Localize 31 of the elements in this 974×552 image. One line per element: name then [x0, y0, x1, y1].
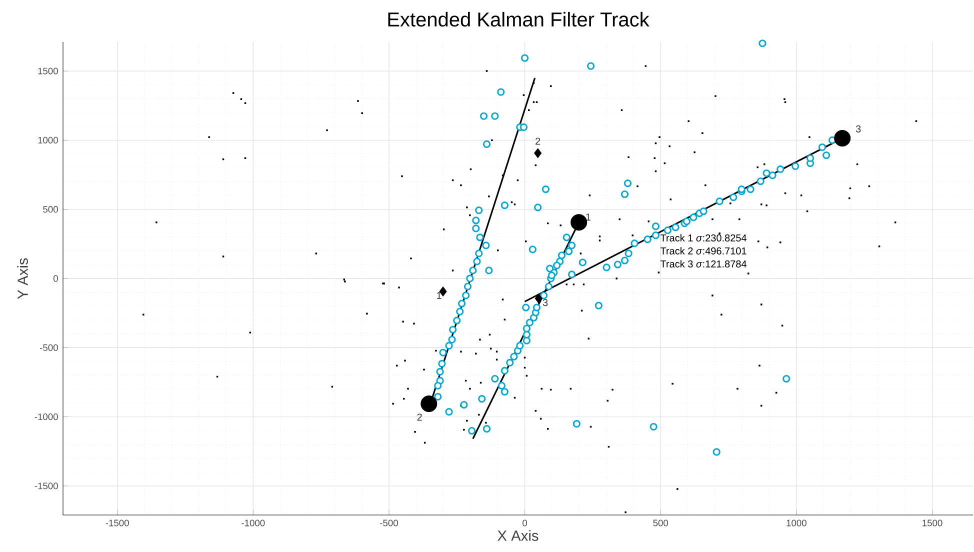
annotation: 3	[542, 299, 548, 306]
annotation: 3	[856, 125, 861, 132]
annotation: 1	[437, 292, 442, 299]
annotation: 1	[586, 214, 590, 220]
point	[534, 294, 542, 304]
x-tick-label: -500	[380, 520, 398, 526]
point	[570, 214, 588, 231]
annotation: Track 3 σ:121.8784	[660, 260, 747, 268]
y-axis-title: Y Axis	[17, 258, 28, 299]
annotation: 2	[536, 138, 540, 145]
y-tick-label: -1000	[34, 414, 58, 420]
point	[534, 148, 542, 158]
point	[420, 396, 438, 412]
x-axis-title: X Axis	[498, 530, 538, 541]
point	[834, 130, 851, 147]
annotation: Track 2 σ:496.7101	[660, 247, 746, 254]
y-tick-label: 1000	[38, 136, 58, 144]
x-tick-label: -1000	[242, 520, 265, 526]
y-tick-label: -500	[40, 344, 58, 351]
y-tick-label: 500	[43, 206, 58, 213]
x-tick-label: -1500	[106, 520, 129, 526]
y-tick-label: 0	[53, 275, 58, 282]
y-tick-label: -1500	[34, 482, 58, 490]
x-tick-label: 1500	[922, 520, 942, 526]
x-tick-label: 0	[522, 520, 528, 526]
annotation: 2	[417, 414, 422, 421]
y-tick-label: 1500	[38, 68, 58, 74]
annotation: Track 1 σ:230.8254	[660, 234, 747, 242]
x-tick-label: 1000	[786, 520, 806, 526]
x-tick-label: 500	[653, 520, 668, 526]
chart-title: Extended Kalman Filter Track	[388, 12, 650, 27]
